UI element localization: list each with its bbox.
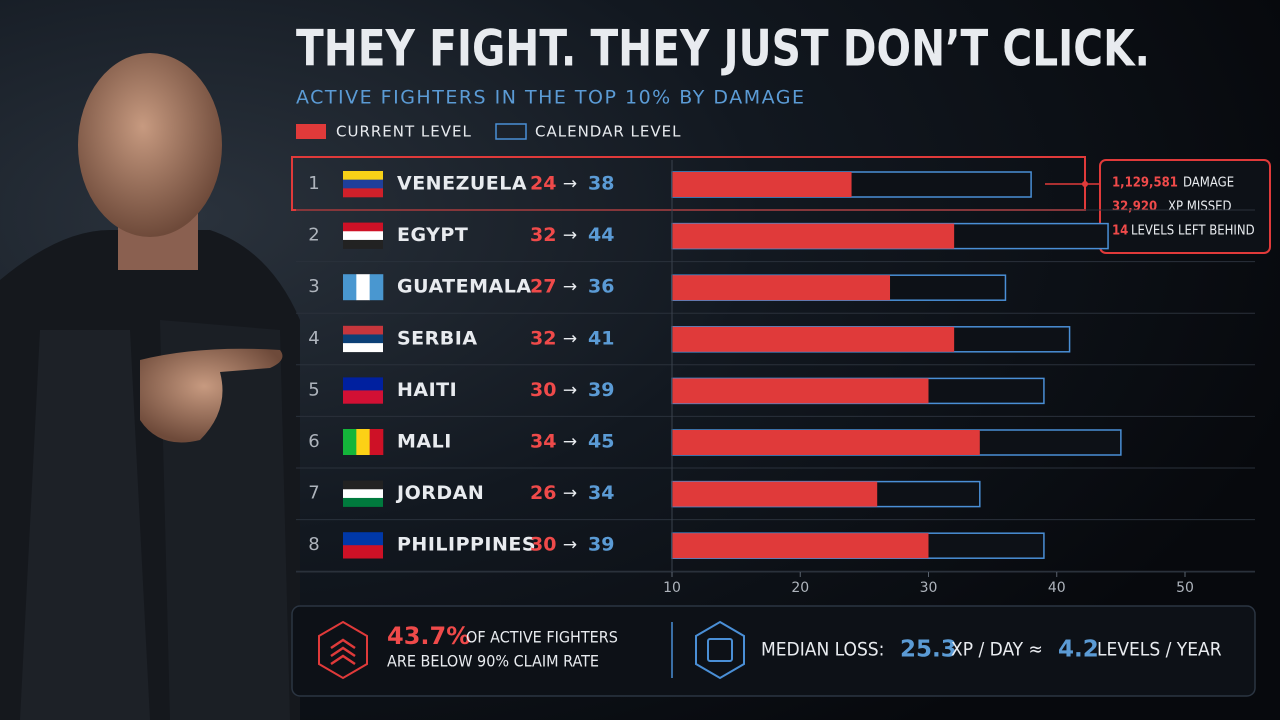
current-bar [672, 326, 955, 352]
chart-title: THEY FIGHT. THEY JUST DON’T CLICK. [296, 20, 1150, 78]
rank: 3 [308, 276, 319, 297]
footer-share-text: OF ACTIVE FIGHTERS [466, 628, 618, 647]
arrow: → [563, 226, 577, 246]
x-tick-label: 20 [791, 580, 809, 596]
calendar-level: 36 [588, 276, 614, 298]
footer-levels-per-year: 4.2 [1058, 637, 1099, 663]
footer-median-label: MEDIAN LOSS: [761, 639, 884, 661]
flag-stripe [369, 274, 384, 301]
current-bar [672, 275, 891, 301]
flag-stripe [343, 231, 383, 241]
flag-stripe [343, 239, 383, 249]
flag-stripe [343, 188, 383, 198]
flag-stripe [343, 390, 383, 404]
footer-xp-per-day: 25.3 [900, 637, 957, 663]
calendar-level: 44 [588, 224, 614, 246]
arrow: → [563, 174, 577, 194]
country-name: PHILIPPINES [397, 534, 536, 556]
country-name: VENEZUELA [397, 173, 527, 195]
flag-stripe [343, 334, 383, 344]
rank: 2 [308, 225, 319, 246]
rank: 8 [308, 534, 319, 555]
arrow: → [563, 380, 577, 400]
person-illustration [0, 53, 300, 720]
footer-share: 43.7% [387, 622, 470, 650]
country-name: MALI [397, 431, 452, 453]
arrow: → [563, 277, 577, 297]
country-name: SERBIA [397, 327, 478, 349]
country-name: HAITI [397, 379, 457, 401]
footer-panel [291, 605, 1256, 697]
annotation-damage-label: DAMAGE [1183, 176, 1234, 191]
calendar-level: 45 [588, 431, 614, 453]
flag-stripe [343, 489, 383, 499]
annotation-xp: 32,920 [1112, 200, 1157, 215]
legend-label: CURRENT LEVEL [336, 123, 472, 141]
footer-xp-unit: XP / DAY ≈ [951, 639, 1043, 661]
flag-stripe [343, 377, 383, 391]
flag-stripe [343, 545, 383, 559]
current-level: 27 [530, 276, 556, 298]
current-level: 34 [530, 431, 556, 453]
current-level: 26 [530, 482, 556, 504]
x-tick-label: 30 [920, 580, 938, 596]
current-level: 30 [530, 379, 556, 401]
country-name: JORDAN [395, 482, 484, 504]
rank: 1 [308, 173, 319, 194]
x-tick-label: 50 [1176, 580, 1194, 596]
rank: 5 [308, 379, 319, 400]
flag-stripe [343, 497, 383, 507]
footer-share-text: ARE BELOW 90% CLAIM RATE [387, 652, 599, 671]
rank: 6 [308, 431, 319, 452]
flag-stripe [343, 274, 357, 301]
calendar-level: 41 [588, 327, 614, 349]
legend-swatch [495, 123, 527, 140]
flag-stripe [343, 480, 383, 490]
flag-stripe [343, 179, 383, 189]
current-bar [672, 172, 852, 197]
flag-stripe [369, 429, 384, 455]
legend-label: CALENDAR LEVEL [535, 123, 681, 141]
current-level: 32 [530, 327, 556, 349]
flag-stripe [343, 222, 383, 232]
flag-stripe [343, 429, 357, 455]
annotation-damage: 1,129,581 [1112, 176, 1178, 191]
arrow: → [563, 484, 577, 504]
current-bar [672, 378, 929, 404]
flag-stripe [343, 343, 383, 353]
current-bar [672, 430, 980, 455]
annotation-levels-label: LEVELS LEFT BEHIND [1131, 224, 1255, 239]
rank: 7 [308, 483, 319, 504]
annotation-xp-label: XP MISSED [1168, 200, 1232, 215]
current-level: 30 [530, 534, 556, 556]
calendar-level: 38 [588, 173, 614, 195]
country-name: EGYPT [397, 224, 468, 246]
flag-stripe [343, 325, 383, 335]
current-bar [672, 533, 929, 559]
current-bar [672, 481, 878, 507]
flag-stripe [356, 429, 370, 455]
legend-swatch [296, 124, 326, 139]
current-bar [672, 223, 955, 249]
calendar-level: 39 [588, 534, 614, 556]
footer-levels-unit: LEVELS / YEAR [1097, 639, 1222, 661]
chart-subtitle: ACTIVE FIGHTERS IN THE TOP 10% BY DAMAGE [296, 87, 805, 109]
flag-stripe [356, 274, 370, 301]
arrow: → [563, 432, 577, 452]
x-tick-label: 40 [1048, 580, 1066, 596]
country-name: GUATEMALA [397, 276, 532, 298]
current-level: 24 [530, 173, 556, 195]
calendar-level: 34 [588, 482, 614, 504]
flag-stripe [343, 171, 383, 180]
arrow: → [563, 329, 577, 349]
annotation-levels: 14 [1112, 224, 1128, 239]
arrow: → [563, 535, 577, 555]
calendar-level: 39 [588, 379, 614, 401]
flag-stripe [343, 532, 383, 546]
current-level: 32 [530, 224, 556, 246]
rank: 4 [308, 328, 319, 349]
x-tick-label: 10 [663, 580, 681, 596]
